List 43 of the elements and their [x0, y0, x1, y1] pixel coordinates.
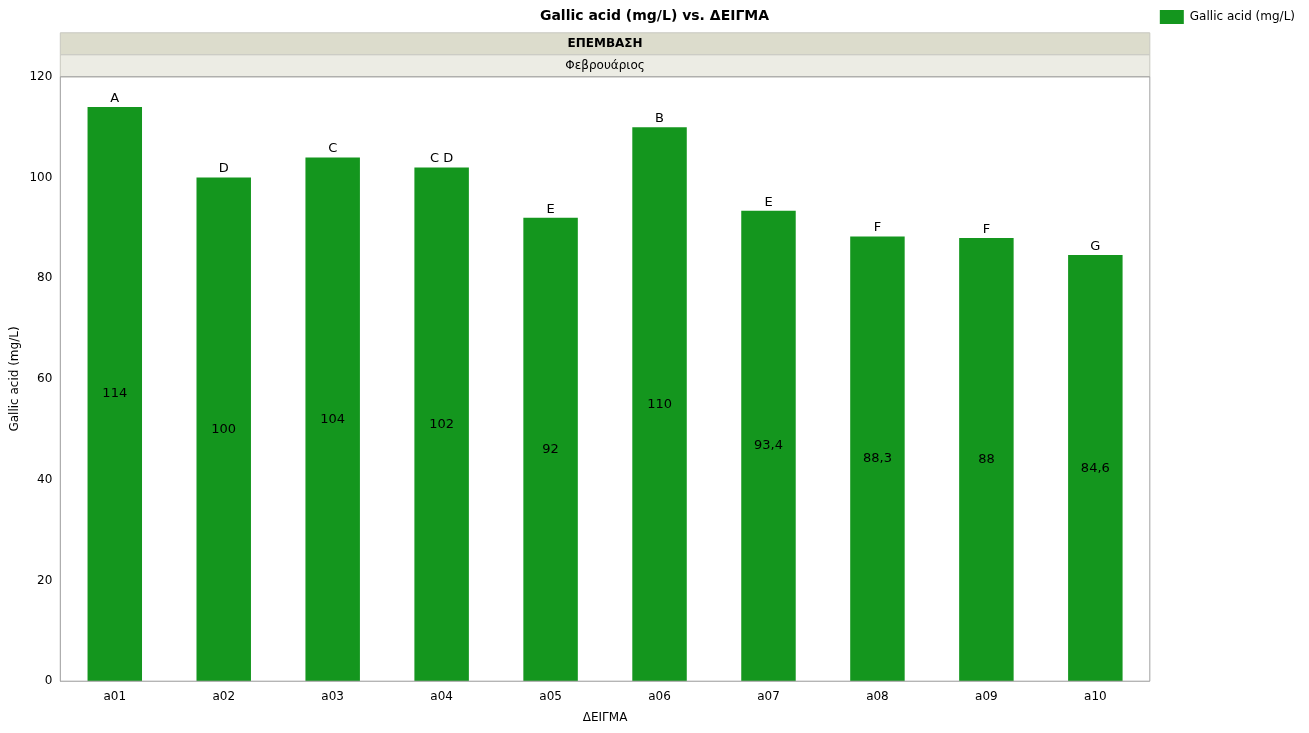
legend-label: Gallic acid (mg/L): [1189, 9, 1296, 24]
annotation: F: [873, 219, 882, 235]
y-tick-label: 20: [37, 572, 53, 587]
y-tick-label: 100: [29, 169, 53, 184]
annotation: E: [546, 200, 555, 216]
y-axis-title: Gallic acid (mg/L): [7, 326, 22, 432]
y-tick-label: 40: [37, 471, 53, 486]
x-tick-label: a02: [212, 688, 236, 703]
x-tick-label: a01: [103, 688, 127, 703]
data-label: 88,3: [862, 450, 892, 466]
data-label: 114: [102, 385, 128, 401]
x-tick-label: a05: [539, 688, 562, 703]
annotation: G: [1090, 237, 1101, 253]
y-tick-label: 80: [37, 270, 53, 285]
data-label: 100: [211, 420, 237, 436]
data-label: 84,6: [1080, 459, 1110, 475]
x-axis-title: ΔΕΙΓΜΑ: [582, 709, 629, 724]
annotation: A: [110, 89, 120, 105]
annotation: E: [764, 193, 773, 209]
chart-subtitle: ΕΠΕΜΒΑΣΗ: [567, 35, 643, 50]
x-tick-label: a03: [321, 688, 344, 703]
annotation: C: [328, 140, 338, 156]
chart-title: Gallic acid (mg/L) vs. ΔΕΙΓΜΑ: [539, 7, 770, 24]
x-tick-label: a07: [757, 688, 780, 703]
data-label: 93,4: [754, 437, 783, 453]
text: Φεβρουάριος: [565, 57, 645, 72]
y-tick-label: 0: [44, 673, 53, 688]
annotation: F: [982, 220, 991, 236]
data-label: 102: [429, 415, 455, 431]
x-tick-label: a04: [430, 688, 453, 703]
data-label: 92: [542, 440, 559, 456]
data-label: 110: [647, 395, 672, 411]
annotation: C D: [430, 150, 454, 166]
x-tick-label: a10: [1084, 688, 1107, 703]
y-tick-label: 60: [37, 371, 53, 386]
data-label: 88: [978, 450, 995, 466]
data-label: 104: [320, 410, 346, 426]
annotation: D: [218, 160, 229, 176]
x-tick-label: a06: [648, 688, 671, 703]
x-tick-label: a09: [975, 688, 998, 703]
y-tick-label: 120: [29, 68, 53, 83]
x-tick-label: a08: [866, 688, 889, 703]
annotation: B: [655, 110, 664, 126]
